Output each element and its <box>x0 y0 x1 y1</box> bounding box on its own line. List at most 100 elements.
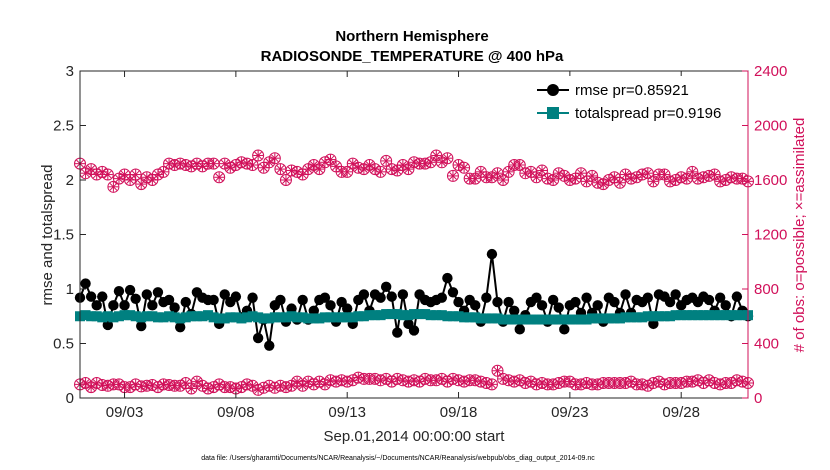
obs-count-high-point <box>547 174 560 186</box>
obs-assimilated-star <box>248 381 257 390</box>
obs-assimilated-star <box>610 173 619 182</box>
obs-count-low-point <box>112 378 125 391</box>
obs-assimilated-star <box>371 165 379 173</box>
obs-assimilated-star <box>738 174 747 183</box>
obs-assimilated-star <box>109 182 118 191</box>
rmse-point <box>392 327 403 338</box>
totalspread-point <box>147 311 158 322</box>
rmse-point <box>531 292 542 303</box>
obs-count-high-point <box>274 163 287 176</box>
obs-possible-circle <box>129 168 142 181</box>
totalspread-point <box>370 310 381 321</box>
obs-count-high-point <box>402 163 415 176</box>
rmse-point <box>102 319 114 331</box>
obs-possible-circle <box>157 165 170 178</box>
totalspread-point <box>97 312 108 323</box>
totalspread-point <box>670 310 681 321</box>
obs-assimilated-star <box>293 377 301 386</box>
obs-assimilated-star <box>81 379 90 387</box>
obs-assimilated-star <box>304 165 313 173</box>
x-tick-label: 09/28 <box>662 404 700 421</box>
totalspread-point <box>141 311 152 322</box>
legend-box <box>531 76 738 126</box>
totalspread-point <box>553 314 564 325</box>
obs-assimilated-star <box>81 169 90 178</box>
totalspread-point <box>653 311 664 322</box>
totalspread-point <box>731 310 742 321</box>
rmse-point <box>503 296 514 308</box>
totalspread-point <box>325 312 336 323</box>
obs-assimilated-star <box>248 161 257 169</box>
rmse-point <box>436 292 448 303</box>
obs-assimilated-star <box>577 169 585 178</box>
totalspread-point <box>581 314 592 325</box>
totalspread-point <box>709 310 720 321</box>
totalspread-point <box>626 312 637 323</box>
y-tick-label-right: 2000 <box>754 118 787 135</box>
totalspread-point <box>208 312 219 323</box>
y-tick-label-left: 0.5 <box>53 336 74 353</box>
totalspread-point <box>269 312 280 323</box>
totalspread-point <box>331 312 342 323</box>
totalspread-point <box>275 312 286 323</box>
obs-assimilated-star <box>348 159 357 168</box>
rmse-point <box>230 291 242 302</box>
obs-count-high-point <box>441 152 454 165</box>
totalspread-point <box>431 310 442 321</box>
totalspread-point <box>392 309 403 320</box>
totalspread-point <box>447 311 458 322</box>
obs-assimilated-star <box>627 377 635 386</box>
obs-count-high-point <box>497 174 510 186</box>
obs-assimilated-star <box>437 158 446 167</box>
y-tick-label-right: 1200 <box>754 227 787 244</box>
x-tick-label: 09/23 <box>551 404 589 421</box>
obs-assimilated-star <box>710 170 719 179</box>
y-tick-label-left: 2.5 <box>53 118 74 135</box>
obs-assimilated-star <box>115 174 123 183</box>
obs-count-high-point <box>586 169 599 182</box>
totalspread-point <box>659 311 670 322</box>
legend-spread-marker <box>547 107 559 119</box>
obs-count-high-point <box>135 178 148 191</box>
totalspread-point <box>687 310 698 321</box>
totalspread-point <box>403 310 414 321</box>
totalspread-point <box>642 311 653 322</box>
obs-assimilated-star <box>270 154 279 163</box>
totalspread-point <box>665 311 676 322</box>
totalspread-point <box>603 313 614 324</box>
legend-rmse-label: rmse pr=0.85921 <box>575 82 689 99</box>
totalspread-point <box>303 313 314 324</box>
obs-assimilated-star <box>443 154 452 163</box>
obs-assimilated-star <box>476 167 485 176</box>
rmse-point <box>275 294 286 306</box>
series-layer <box>74 248 754 351</box>
obs-assimilated-star <box>215 380 224 389</box>
totalspread-point <box>598 313 609 324</box>
rmse-point <box>97 291 108 302</box>
totalspread-point <box>119 310 130 321</box>
obs-assimilated-star <box>493 366 502 375</box>
obs-assimilated-star <box>254 151 262 160</box>
obs-possible-circle <box>513 159 526 172</box>
rmse-point <box>108 300 119 311</box>
obs-count-high-point <box>107 180 120 193</box>
obs-assimilated-star <box>326 155 335 164</box>
totalspread-point <box>225 312 236 323</box>
rmse-point <box>136 320 147 332</box>
obs-assimilated-star <box>538 166 546 175</box>
totalspread-point <box>113 311 124 322</box>
totalspread-point <box>520 314 531 325</box>
totalspread-point <box>481 313 492 324</box>
totalspread-point <box>342 312 353 323</box>
y-tick-label-right: 400 <box>754 336 779 353</box>
totalspread-point <box>486 313 497 324</box>
obs-assimilated-star <box>315 377 324 386</box>
y-tick-label-right: 1600 <box>754 172 787 189</box>
obs-assimilated-star <box>309 161 318 169</box>
rmse-point <box>85 291 97 302</box>
totalspread-point <box>247 311 258 322</box>
rmse-point <box>342 303 353 314</box>
totalspread-point <box>214 313 225 324</box>
totalspread-point <box>186 311 197 322</box>
obs-count-high-point <box>424 156 437 169</box>
